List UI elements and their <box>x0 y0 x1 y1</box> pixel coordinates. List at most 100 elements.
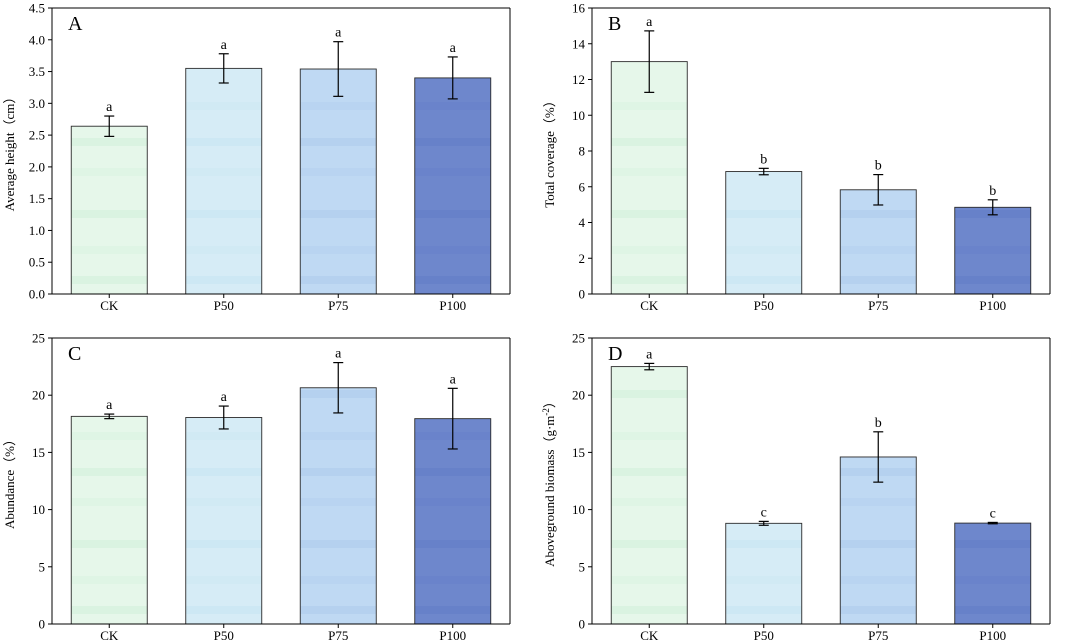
bar-band <box>185 276 262 284</box>
bar-band <box>725 246 802 254</box>
bar-band <box>414 246 491 254</box>
bar-band <box>414 102 491 110</box>
bar-band <box>185 540 262 548</box>
bar-d-p75 <box>839 456 917 625</box>
error-bar-b-ck <box>644 30 655 93</box>
bar-band <box>414 168 491 176</box>
significance-letter-a-p75: a <box>335 26 342 41</box>
bar-band <box>611 432 688 440</box>
bar-fill <box>71 416 148 624</box>
error-bar-c-ck <box>104 413 115 420</box>
y-tick-label-c: 0 <box>39 617 46 632</box>
bar-band <box>414 138 491 146</box>
bar-band <box>611 276 688 284</box>
bar-band <box>725 210 802 218</box>
bar-band <box>725 606 802 614</box>
bar-band <box>725 276 802 284</box>
significance-letter-a-ck: a <box>106 100 113 115</box>
y-tick-label-a: 0.0 <box>29 287 45 302</box>
bar-band <box>71 138 148 146</box>
bar-fill <box>840 456 917 624</box>
y-axis-title-d: Aboveground biomass（g·m-2） <box>541 395 557 567</box>
y-tick-label-a: 1.0 <box>29 223 45 238</box>
bar-band <box>300 498 377 506</box>
bar-band <box>71 540 148 548</box>
bar-band <box>300 138 377 146</box>
x-tick-label-c-ck: CK <box>100 628 119 643</box>
x-tick-label-d-p100: P100 <box>979 628 1006 643</box>
y-tick-label-d: 15 <box>572 445 585 460</box>
bar-band <box>954 276 1031 284</box>
panel-letter-c: C <box>68 343 81 365</box>
bar-c-p75 <box>299 387 377 625</box>
bar-b-p100 <box>954 206 1032 295</box>
bar-band <box>414 576 491 584</box>
bar-band <box>611 210 688 218</box>
bar-band <box>71 606 148 614</box>
bar-band <box>71 168 148 176</box>
bar-band <box>300 576 377 584</box>
y-tick-label-a: 3.5 <box>29 64 45 79</box>
bar-band <box>185 606 262 614</box>
x-tick-label-d-ck: CK <box>640 628 659 643</box>
error-bar-a-p50 <box>218 53 229 84</box>
bar-band <box>185 576 262 584</box>
bar-band <box>71 498 148 506</box>
x-tick-label-c-p50: P50 <box>214 628 234 643</box>
y-tick-label-d: 10 <box>572 502 585 517</box>
y-tick-label-a: 2.0 <box>29 159 45 174</box>
panel-d: a CK c P50 b P75 c P100 0 5 10 15 20 25 Aboveground bi… <box>541 331 1051 643</box>
y-axis-title-a: Average height（cm） <box>2 91 17 212</box>
significance-letter-c-p50: a <box>221 390 228 405</box>
x-tick-label-a-p100: P100 <box>439 298 466 313</box>
bar-c-ck <box>70 415 148 625</box>
bar-fill <box>300 69 377 294</box>
bar-band <box>300 540 377 548</box>
significance-letter-b-p50: b <box>760 152 767 167</box>
bar-band <box>840 540 917 548</box>
bar-band <box>414 276 491 284</box>
bar-d-p100 <box>954 522 1032 625</box>
x-tick-label-b-p50: P50 <box>754 298 774 313</box>
bar-d-ck <box>610 366 688 625</box>
y-tick-label-c: 15 <box>32 445 45 460</box>
y-tick-label-c: 10 <box>32 502 45 517</box>
bar-band <box>71 576 148 584</box>
x-tick-label-c-p100: P100 <box>439 628 466 643</box>
bar-fill <box>414 418 491 624</box>
bar-band <box>611 606 688 614</box>
y-tick-label-a: 1.5 <box>29 191 45 206</box>
panel-a: a CK a P50 a P75 a P100 0.0 0.5 1.0 1.5 2.0 2.5 3.0 3.5… <box>2 1 511 313</box>
bar-fill <box>840 189 917 294</box>
bar-band <box>611 576 688 584</box>
bar-band <box>414 468 491 476</box>
y-tick-label-d: 0 <box>579 617 586 632</box>
bar-fill <box>185 417 262 624</box>
bar-band <box>300 468 377 476</box>
bar-band <box>954 606 1031 614</box>
bar-c-p50 <box>185 417 263 625</box>
error-bar-b-p75 <box>873 173 884 206</box>
panel-letter-d: D <box>608 343 622 365</box>
y-tick-label-b: 14 <box>572 36 586 51</box>
bar-fill <box>611 366 688 624</box>
bar-band <box>71 432 148 440</box>
bar-fill <box>954 207 1031 294</box>
bar-a-ck <box>70 125 148 295</box>
x-tick-label-a-p75: P75 <box>328 298 348 313</box>
error-bar-b-p50 <box>758 167 769 176</box>
bar-band <box>725 540 802 548</box>
bar-band <box>840 576 917 584</box>
bar-a-p75 <box>299 68 377 295</box>
bar-band <box>611 168 688 176</box>
significance-letter-d-ck: a <box>646 347 653 362</box>
error-bar-b-p100 <box>987 199 998 216</box>
y-tick-label-a: 3.0 <box>29 96 45 111</box>
error-bar-d-p50 <box>758 520 769 526</box>
y-tick-label-c: 25 <box>32 331 45 346</box>
bar-band <box>611 498 688 506</box>
y-tick-label-a: 2.5 <box>29 128 45 143</box>
y-tick-label-b: 12 <box>572 72 585 87</box>
significance-letter-b-p100: b <box>989 184 996 199</box>
